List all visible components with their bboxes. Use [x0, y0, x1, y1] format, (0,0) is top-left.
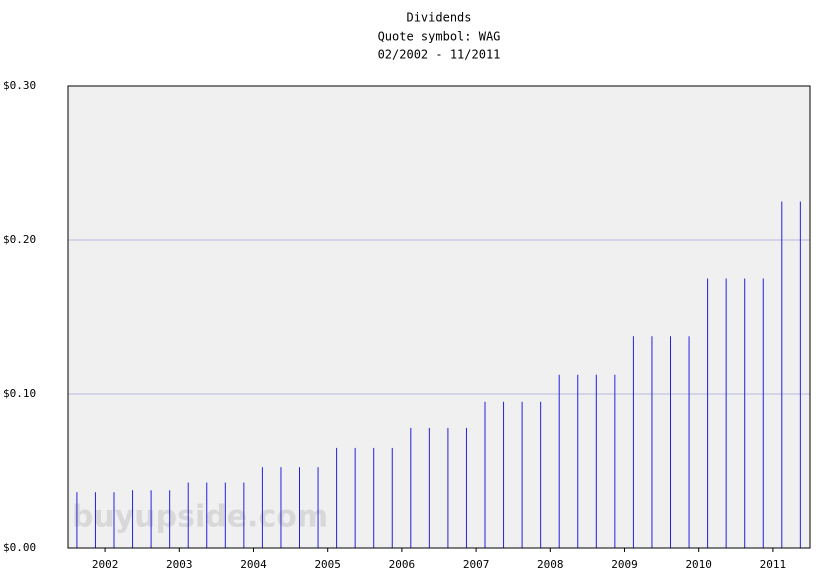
- plot-border: [67, 85, 811, 549]
- x-tick-label: 2003: [166, 558, 193, 571]
- chart-title: Dividends: [406, 11, 471, 25]
- x-tick-label: 2005: [314, 558, 341, 571]
- chart-period: 02/2002 - 11/2011: [378, 48, 501, 62]
- x-tick-label: 2009: [611, 558, 638, 571]
- x-tick-label: 2007: [463, 558, 490, 571]
- watermark: buyupside.com: [72, 500, 328, 535]
- y-tick-label: $0.00: [3, 541, 36, 554]
- plot-area: [68, 86, 810, 548]
- x-tick-label: 2010: [685, 558, 712, 571]
- x-tick-label: 2004: [240, 558, 267, 571]
- x-tick-label: 2008: [537, 558, 564, 571]
- y-tick-label: $0.10: [3, 387, 36, 400]
- x-tick-label: 2006: [389, 558, 416, 571]
- x-tick-label: 2002: [92, 558, 119, 571]
- y-tick-label: $0.30: [3, 79, 36, 92]
- y-tick-label: $0.20: [3, 233, 36, 246]
- chart-subtitle: Quote symbol: WAG: [378, 30, 501, 44]
- x-tick-label: 2011: [760, 558, 787, 571]
